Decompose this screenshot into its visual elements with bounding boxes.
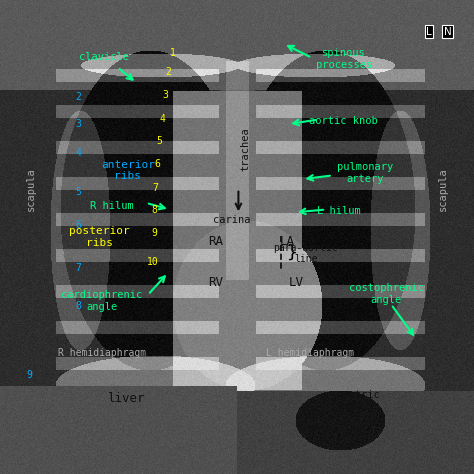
Text: posterior
ribs: posterior ribs [69,226,130,248]
Text: aortic knob: aortic knob [309,116,378,126]
Text: 6: 6 [75,220,81,230]
Text: R hilum: R hilum [90,201,133,211]
Text: gastric
bubble: gastric bubble [336,390,380,411]
Text: 5: 5 [157,136,163,146]
Text: R hemidiaphragm: R hemidiaphragm [58,348,146,358]
Text: 2: 2 [165,67,171,77]
Text: cardiophrenic
angle: cardiophrenic angle [61,290,143,312]
Text: 7: 7 [75,263,81,273]
Text: RA: RA [208,235,223,248]
Text: L: L [426,27,432,37]
Text: scapula: scapula [26,168,36,211]
Text: clavicle: clavicle [79,52,129,62]
Text: costophrenic
angle: costophrenic angle [349,283,424,305]
Text: N: N [444,27,452,37]
Text: 3: 3 [162,90,168,100]
Text: L hilum: L hilum [317,206,361,216]
Text: 9: 9 [151,228,157,238]
Text: 7: 7 [153,182,158,193]
Text: carina: carina [212,215,250,226]
Text: anterior
ribs: anterior ribs [101,160,155,182]
Text: }: } [286,244,297,262]
Text: 6: 6 [155,159,160,170]
Text: L hemidiaphragm: L hemidiaphragm [266,348,355,358]
Text: scapula: scapula [438,168,448,211]
Text: 4: 4 [75,147,81,158]
Text: spinous
processes: spinous processes [316,48,372,70]
Text: pulmonary
artery: pulmonary artery [337,162,393,184]
Text: 2: 2 [75,92,81,102]
Text: 8: 8 [75,301,81,311]
Text: 10: 10 [147,256,158,267]
Text: RV: RV [208,275,223,289]
Text: 4: 4 [159,113,165,124]
Text: trachea: trachea [240,128,251,171]
Text: para-aortic
line: para-aortic line [273,243,338,264]
Text: 8: 8 [152,205,157,215]
Text: LA: LA [279,235,294,248]
Text: 9: 9 [27,370,32,381]
Text: 1: 1 [170,48,176,58]
Text: liver: liver [107,392,145,405]
Text: LV: LV [289,275,304,289]
Text: 5: 5 [75,187,81,197]
Text: 3: 3 [75,119,81,129]
